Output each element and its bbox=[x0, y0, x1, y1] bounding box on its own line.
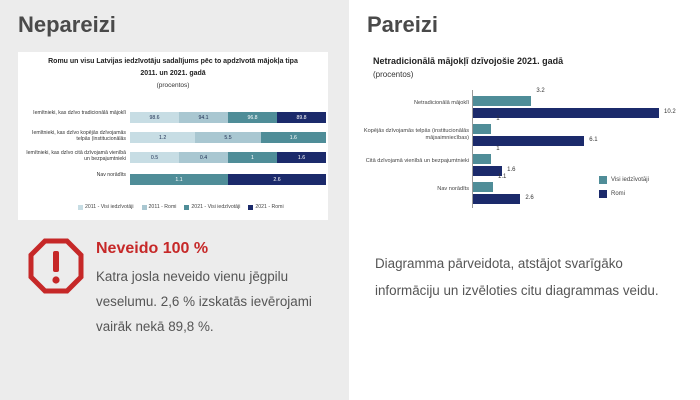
grouped-bar bbox=[473, 136, 585, 146]
stacked-chart-legend: 2011 - Visi iedzīvotāji 2011 - Romi 2021 -… bbox=[78, 204, 284, 210]
stacked-segment: 0.4 bbox=[179, 152, 228, 163]
warning-text: Katra josla neveido vienu jēgpilu veselu… bbox=[96, 269, 312, 334]
stacked-segment: 98.6 bbox=[130, 112, 179, 123]
grouped-category-label: Nav norādīts bbox=[437, 186, 469, 192]
grouped-chart-subtitle: (procentos) bbox=[373, 70, 414, 79]
legend-swatch bbox=[78, 204, 83, 210]
stacked-category-label: Iemītnieki, kas dzīvo citā dzīvojamā vie… bbox=[26, 150, 126, 162]
stacked-segment: 2.6 bbox=[228, 174, 326, 185]
stacked-segment: 94.1 bbox=[179, 112, 228, 123]
grouped-bar bbox=[473, 124, 492, 134]
legend-swatch bbox=[248, 204, 254, 210]
warning-octagon-icon bbox=[28, 238, 84, 294]
stacked-category-label: Iemītnieki, kas dzīvo kopējās dzīvojamās… bbox=[32, 130, 126, 142]
legend-swatch bbox=[184, 204, 190, 210]
stacked-segment: 89.8 bbox=[277, 112, 326, 123]
stacked-category-label: Iemītnieki, kas dzīvo tradicionālā mājok… bbox=[33, 110, 126, 116]
stacked-bar: 98.6 94.1 96.8 89.8 bbox=[130, 112, 326, 123]
stacked-legend-item: 2011 - Romi bbox=[141, 204, 177, 210]
stacked-segment: 1.6 bbox=[260, 132, 326, 143]
legend-label: 2011 - Visi iedzīvotāji bbox=[85, 204, 134, 210]
stacked-chart-subtitle: (procentos) bbox=[156, 82, 190, 89]
stacked-segment: 96.8 bbox=[228, 112, 277, 123]
grouped-legend-item: Romi bbox=[599, 190, 625, 198]
legend-label: 2021 - Romi bbox=[255, 204, 284, 210]
stacked-legend-item: 2011 - Visi iedzīvotāji bbox=[78, 204, 134, 210]
stacked-legend-item: 2021 - Romi bbox=[248, 204, 284, 210]
correct-heading: Pareizi bbox=[367, 12, 438, 37]
grouped-legend-item: Visi iedzīvotāji bbox=[599, 176, 649, 184]
grouped-bar-value: 6.1 bbox=[589, 137, 598, 143]
grouped-category-label: Kopējās dzīvojamās telpās (institucionāl… bbox=[363, 128, 469, 141]
grouped-bar-value: 3.2 bbox=[536, 88, 545, 94]
stacked-bar: 1.2 5.5 1.6 bbox=[130, 132, 326, 143]
stacked-chart-card: Romu un visu Latvijas iedzīvotāju sadalī… bbox=[18, 52, 328, 220]
stacked-bar: 0.5 0.4 1 1.6 bbox=[130, 152, 326, 163]
grouped-bar bbox=[473, 108, 659, 118]
grouped-bar bbox=[473, 96, 532, 106]
warning-title: Neveido 100 % bbox=[96, 240, 209, 257]
stacked-chart-title-line2: 2011. un 2021. gadā bbox=[140, 70, 206, 77]
legend-swatch bbox=[599, 176, 607, 184]
correct-panel: Pareizi Netradicionālā mājokļī dzīvojoši… bbox=[349, 0, 700, 400]
stacked-segment: 1.2 bbox=[130, 132, 196, 143]
legend-label: 2011 - Romi bbox=[148, 204, 177, 210]
grouped-bar bbox=[473, 194, 521, 204]
grouped-bar bbox=[473, 182, 494, 192]
stacked-category-label: Nav norādīts bbox=[96, 172, 126, 178]
grouped-bar-value: 1.6 bbox=[507, 167, 516, 173]
grouped-bar-value: 10.2 bbox=[664, 109, 676, 115]
legend-label: Romi bbox=[611, 191, 626, 197]
stacked-legend-item: 2021 - Visi iedzīvotāji bbox=[184, 204, 240, 210]
grouped-axis-line bbox=[472, 90, 473, 208]
correct-description: Diagramma pārveidota, atstājot svarīgāko… bbox=[375, 256, 659, 298]
grouped-bar-value: 1 bbox=[496, 146, 500, 152]
grouped-chart-title: Netradicionālā mājokļī dzīvojošie 2021. … bbox=[373, 56, 564, 66]
stacked-segment: 1 bbox=[228, 152, 277, 163]
grouped-bar-value: 1.1 bbox=[498, 174, 507, 180]
grouped-bar-value: 1 bbox=[496, 116, 500, 122]
grouped-category-label: Citā dzīvojamā vienībā un bezpajumtnieki bbox=[365, 158, 469, 164]
incorrect-panel: Nepareizi Romu un visu Latvijas iedzīvot… bbox=[0, 0, 349, 400]
stacked-segment: 1.6 bbox=[277, 152, 326, 163]
grouped-bar bbox=[473, 166, 503, 176]
grouped-bar-value: 2.6 bbox=[525, 195, 534, 201]
legend-label: 2021 - Visi iedzīvotāji bbox=[191, 204, 241, 210]
stacked-segment: 0.5 bbox=[130, 152, 179, 163]
legend-label: Visi iedzīvotāji bbox=[611, 177, 649, 183]
grouped-bar bbox=[473, 154, 492, 164]
stacked-segment: 1.1 bbox=[130, 174, 228, 185]
legend-swatch bbox=[599, 190, 607, 198]
stacked-segment: 5.5 bbox=[195, 132, 261, 143]
legend-swatch bbox=[141, 204, 147, 210]
stacked-chart-title-line1: Romu un visu Latvijas iedzīvotāju sadalī… bbox=[48, 58, 298, 65]
stacked-bar: 1.1 2.6 bbox=[130, 174, 326, 185]
incorrect-heading: Nepareizi bbox=[18, 12, 116, 37]
grouped-category-label: Netradicionālā mājoklī bbox=[413, 100, 469, 106]
